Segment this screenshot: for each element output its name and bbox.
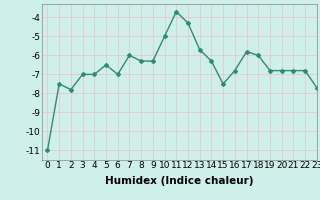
X-axis label: Humidex (Indice chaleur): Humidex (Indice chaleur) <box>105 176 253 186</box>
